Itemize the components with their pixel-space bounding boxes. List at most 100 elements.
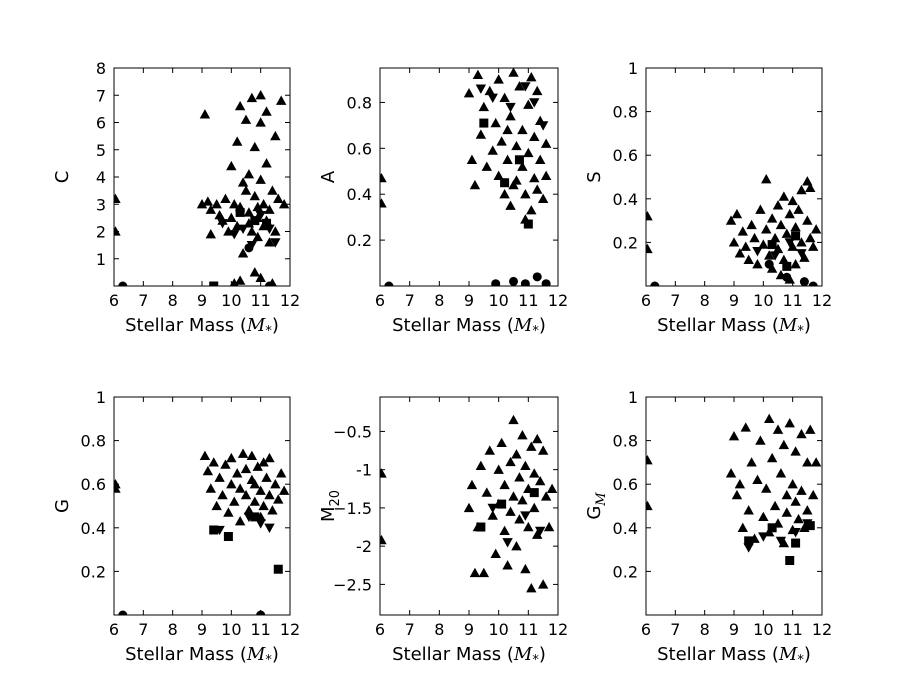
triangle-up-marker [261, 158, 272, 168]
triangle-up-marker [543, 521, 555, 532]
triangle-up-marker [114, 483, 121, 493]
triangle-up-marker [208, 457, 219, 467]
triangle-down-marker [535, 526, 546, 537]
x-tick-label: 10 [221, 291, 241, 310]
triangle-up-marker [249, 141, 260, 152]
triangle-up-marker [734, 248, 746, 258]
triangle-down-marker [255, 519, 266, 529]
triangle-up-marker [546, 483, 558, 493]
panel-a: 6 7 8 9 10 11 12 0.2 0.4 0.6 0.8 Stellar Mass (M*) A [318, 67, 568, 339]
y-tick-label: −1.5 [333, 499, 372, 518]
triangle-up-marker [237, 177, 249, 187]
triangle-down-marker [537, 121, 549, 131]
triangle-up-marker [237, 248, 249, 258]
triangle-up-marker [270, 479, 281, 489]
triangle-up-marker [226, 160, 237, 171]
triangle-up-marker [255, 90, 266, 100]
triangle-up-marker [520, 563, 531, 574]
triangle-up-marker [790, 259, 801, 269]
square-marker [767, 240, 777, 250]
triangle-up-marker [264, 489, 275, 500]
triangle-up-marker [487, 145, 498, 155]
triangle-up-marker [755, 204, 766, 214]
circle-marker [541, 279, 551, 286]
triangle-up-marker [223, 507, 234, 517]
triangle-up-marker [802, 176, 813, 186]
x-tick-label: 7 [670, 291, 680, 310]
square-marker [235, 207, 245, 217]
y-axis-label: GM [584, 492, 609, 520]
plot-frame [645, 67, 823, 287]
triangle-up-marker [499, 92, 510, 102]
x-tick-label: 10 [221, 620, 241, 639]
triangle-up-marker [261, 106, 272, 116]
triangle-up-marker [755, 435, 766, 445]
x-tick-label: 12 [812, 291, 832, 310]
triangle-up-marker [380, 468, 387, 478]
square-marker [273, 564, 283, 574]
triangle-up-marker [226, 479, 237, 489]
triangle-up-marker [529, 131, 540, 142]
triangle-up-marker [484, 445, 495, 455]
triangle-up-marker [466, 154, 478, 164]
triangle-up-marker [202, 465, 214, 476]
y-axis-label: S [584, 171, 605, 182]
triangle-up-marker [502, 560, 513, 570]
y-tick-label: 5 [96, 141, 106, 160]
square-marker [767, 523, 777, 533]
y-tick-label: -2 [356, 537, 372, 556]
circle-marker [520, 279, 530, 286]
triangle-down-marker [229, 230, 240, 240]
triangle-up-marker [796, 428, 807, 439]
triangle-up-marker [466, 479, 478, 490]
triangle-down-marker [217, 219, 228, 229]
triangle-up-marker [243, 207, 255, 217]
triangle-up-marker [728, 237, 740, 247]
triangle-up-marker [475, 460, 487, 471]
triangle-up-marker [646, 455, 653, 465]
y-tick-label: −0.5 [333, 422, 372, 441]
triangle-up-marker [517, 161, 528, 171]
triangle-down-marker [769, 251, 781, 261]
triangle-up-marker [737, 226, 748, 236]
triangle-up-marker [255, 117, 266, 127]
triangle-up-marker [478, 567, 490, 578]
x-tick-label: 8 [434, 291, 444, 310]
x-tick-label: 11 [518, 620, 538, 639]
triangle-up-marker [514, 81, 525, 91]
triangle-up-marker [517, 495, 528, 505]
triangle-up-marker [793, 204, 804, 214]
triangle-up-marker [249, 496, 260, 506]
triangle-down-marker [529, 98, 540, 108]
triangle-up-marker [646, 243, 653, 254]
triangle-up-marker [255, 485, 266, 495]
triangle-up-marker [249, 190, 260, 201]
triangle-up-marker [493, 74, 504, 84]
x-tick-label: 10 [488, 620, 508, 639]
triangle-up-marker [752, 474, 763, 484]
triangle-up-marker [537, 579, 549, 589]
triangle-up-marker [526, 583, 537, 593]
triangle-up-marker [267, 505, 278, 515]
y-tick-label: 0.4 [613, 190, 638, 209]
triangle-up-marker [802, 457, 813, 467]
y-tick-label: 0.6 [347, 139, 372, 158]
triangle-up-marker [787, 479, 798, 489]
y-tick-label: 0.8 [347, 93, 372, 112]
triangle-up-marker [380, 198, 387, 208]
triangle-down-marker [784, 238, 795, 248]
y-tick-label: 0.2 [81, 562, 106, 581]
triangle-up-marker [261, 472, 272, 482]
triangle-up-marker [502, 154, 513, 164]
triangle-up-marker [517, 124, 528, 135]
triangle-up-marker [772, 424, 784, 434]
panel-g-m: 6 7 8 9 10 11 12 0.2 0.4 0.6 0.8 1 Stellar Mass (M*)… [584, 388, 832, 668]
circle-marker [384, 281, 394, 286]
x-tick-label: 6 [109, 291, 119, 310]
triangle-up-marker [264, 452, 275, 463]
y-axis-label: M20 [318, 490, 343, 522]
triangle-up-marker [523, 99, 534, 109]
data-points [114, 90, 290, 286]
x-tick-label: 6 [641, 291, 651, 310]
